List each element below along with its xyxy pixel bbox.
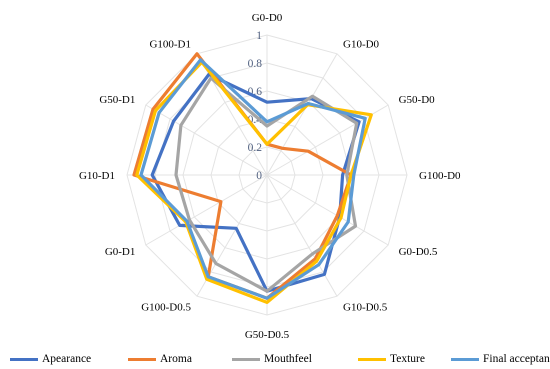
axis-label: G0-D0.5 — [399, 246, 438, 258]
axis-label: G50-D1 — [99, 94, 135, 106]
legend-label: Texture — [390, 353, 425, 365]
grid-spoke — [266, 53, 338, 176]
series-line — [135, 60, 373, 304]
legend-label: Final acceptance — [483, 353, 550, 365]
axis-label: G10-D0.5 — [343, 302, 388, 314]
tick-label: 0.8 — [248, 58, 263, 70]
tick-label: 0 — [256, 170, 262, 182]
axis-label: G0-D1 — [105, 246, 136, 258]
legend-label: Aroma — [160, 353, 192, 365]
axis-label: G10-D1 — [79, 170, 115, 182]
axis-label: G100-D0 — [419, 170, 461, 182]
legend-swatch — [10, 357, 38, 361]
radar-grid — [126, 34, 408, 316]
axis-label: G100-D0.5 — [141, 302, 191, 314]
axis-label: G0-D0 — [252, 12, 283, 24]
tick-label: 0.2 — [248, 142, 263, 154]
axis-labels: G0-D0 G10-D0 G50-D0 G100-D0 G0-D0.5 G10-D0.5 G… — [79, 12, 461, 341]
legend-swatch — [358, 357, 386, 361]
series-line — [139, 58, 367, 300]
legend-label: Apearance — [42, 353, 92, 365]
radar-chart: 00.20.40.60.81 G0-D0G10-D0G50-D0G100-D0G… — [79, 12, 461, 341]
legend-item: Texture — [358, 351, 425, 367]
legend-swatch — [232, 357, 260, 361]
axis-label: G50-D0.5 — [245, 329, 290, 341]
axis-label: G50-D0 — [399, 94, 436, 106]
grid-spoke — [266, 174, 389, 246]
legend-swatch — [451, 357, 479, 361]
legend: Apearance Aroma Mouthfeel Texture Final acce… — [0, 351, 550, 369]
axis-label: G100-D1 — [149, 38, 191, 50]
tick-label: 1 — [256, 30, 262, 42]
grid-spoke — [266, 104, 389, 176]
legend-item: Final acceptance — [451, 351, 550, 367]
legend-swatch — [128, 357, 156, 361]
legend-label: Mouthfeel — [264, 353, 312, 365]
axis-label: G10-D0 — [343, 38, 380, 50]
radar-series — [132, 52, 373, 304]
legend-item: Mouthfeel — [232, 351, 312, 367]
grid-spoke — [266, 174, 338, 297]
grid-spoke — [145, 174, 268, 246]
legend-item: Aroma — [128, 351, 192, 367]
grid-spoke — [145, 104, 268, 176]
series-line — [174, 76, 359, 293]
legend-item: Apearance — [10, 351, 91, 367]
